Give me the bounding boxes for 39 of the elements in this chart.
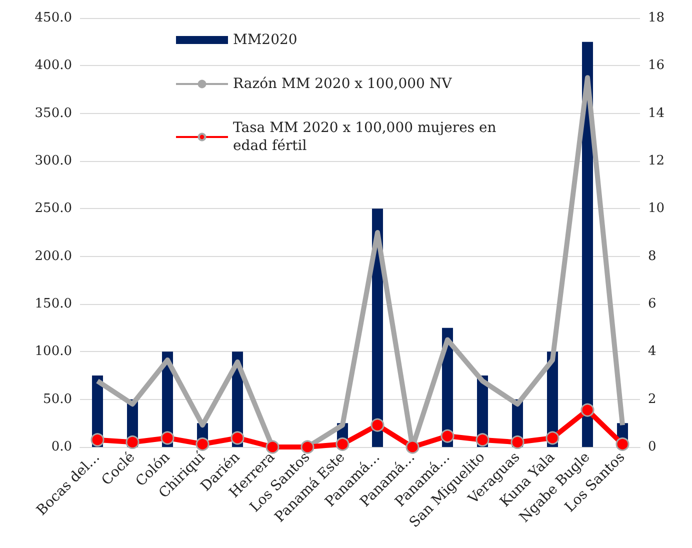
- legend-label: MM2020: [233, 32, 298, 48]
- point: [126, 435, 140, 449]
- point: [196, 437, 210, 451]
- y-tick-label: 200.0: [34, 248, 72, 264]
- y2-tick-label: 16: [648, 58, 665, 74]
- point: [476, 433, 490, 447]
- y-tick-label: 250.0: [34, 201, 72, 216]
- y-tick-label: 300.0: [34, 154, 72, 168]
- y-tick-label: 150.0: [34, 296, 72, 312]
- y2-tick-label: 10: [648, 201, 665, 216]
- point: [370, 418, 384, 432]
- y-tick-label: 400.0: [34, 58, 72, 74]
- point: [406, 440, 420, 454]
- y2-tick-label: 2: [648, 392, 656, 407]
- point: [440, 429, 454, 443]
- point: [546, 431, 560, 445]
- y-tick-label: 450.0: [34, 10, 72, 26]
- y-tick-label: 50.0: [43, 392, 72, 407]
- y2-tick-label: 4: [648, 344, 656, 360]
- point: [616, 437, 630, 451]
- point: [336, 437, 350, 451]
- legend-label: Tasa MM 2020 x 100,000 mujeres en edad fértil: [233, 120, 501, 154]
- point: [300, 440, 314, 454]
- point: [90, 433, 104, 447]
- point: [230, 431, 244, 445]
- y-tick-label: 100.0: [34, 344, 72, 360]
- y2-tick-label: 18: [648, 10, 665, 26]
- y-tick-label: 0.0: [51, 440, 72, 454]
- y2-tick-label: 12: [648, 154, 665, 168]
- legend-label: Razón MM 2020 x 100,000 NV: [233, 76, 453, 92]
- y2-tick-label: 0: [648, 440, 656, 454]
- y2-tick-label: 14: [648, 106, 665, 121]
- y2-tick-label: 6: [648, 296, 656, 312]
- point: [160, 431, 174, 445]
- y2-tick-label: 8: [648, 248, 656, 264]
- point: [510, 435, 524, 449]
- y-tick-label: 350.0: [34, 106, 72, 121]
- point: [580, 403, 594, 417]
- point: [266, 440, 280, 454]
